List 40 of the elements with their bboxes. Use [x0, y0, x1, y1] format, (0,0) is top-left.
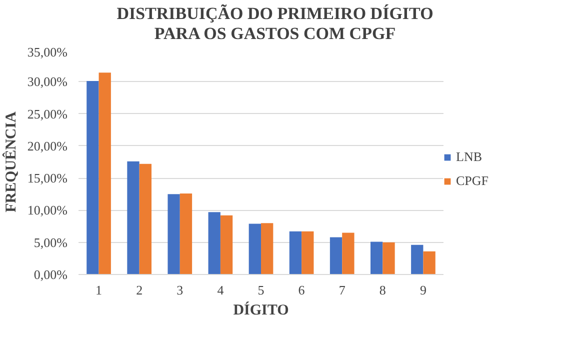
- bar: [302, 231, 314, 274]
- y-tick-label: 10,00%: [27, 202, 68, 218]
- y-tick-label: 25,00%: [27, 106, 68, 122]
- bar: [261, 223, 274, 274]
- y-tick-label: 15,00%: [27, 170, 68, 186]
- bar: [289, 231, 302, 274]
- bar: [423, 251, 436, 274]
- bar: [342, 232, 354, 274]
- bar: [127, 161, 140, 274]
- x-axis-title: DÍGITO: [233, 302, 289, 318]
- chart-title: DISTRIBUIÇÃO DO PRIMEIRO DÍGITO PARA OS GASTOS COM CPGF: [116, 4, 434, 44]
- x-tick-label: 9: [420, 282, 426, 298]
- y-axis-title: FREQUÊNCIA: [1, 111, 20, 212]
- bar: [98, 72, 111, 274]
- bar: [248, 224, 261, 274]
- x-tick-label: 4: [217, 282, 224, 298]
- x-tick-label: 3: [176, 282, 184, 298]
- bar: [330, 237, 342, 274]
- bar: [139, 164, 152, 274]
- bar: [208, 212, 220, 274]
- bar: [168, 194, 180, 274]
- y-tick-label: 35,00%: [27, 44, 68, 60]
- x-tick-label: 1: [96, 282, 102, 298]
- x-tick-label: 8: [379, 282, 386, 298]
- x-tick-label: 5: [258, 282, 264, 298]
- x-tick-label: 2: [136, 282, 143, 298]
- y-tick-label: 30,00%: [27, 74, 68, 90]
- bar: [411, 244, 424, 274]
- legend-label: CPGF: [456, 173, 489, 189]
- bar: [220, 215, 233, 274]
- y-tick-label: 5,00%: [34, 234, 68, 250]
- bar: [180, 194, 192, 274]
- bar: [370, 242, 383, 274]
- x-tick-label: 7: [338, 282, 346, 298]
- bar: [86, 81, 99, 274]
- y-tick-label: 20,00%: [27, 138, 68, 154]
- legend-label: LNB: [456, 149, 482, 165]
- x-tick-label: 6: [298, 282, 306, 298]
- y-tick-label: 0,00%: [34, 267, 68, 282]
- bar: [382, 242, 395, 274]
